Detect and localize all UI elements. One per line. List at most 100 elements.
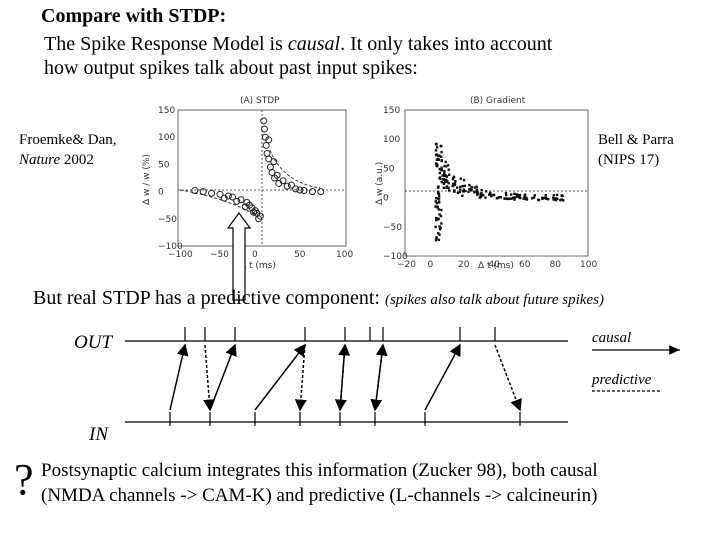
plot-b-point: [438, 171, 442, 175]
plot-b-point: [480, 188, 483, 192]
plot-b-title: (B) Gradient: [470, 96, 526, 106]
plot-b-xtick: 60: [519, 260, 531, 270]
plot-a-ytick: 100: [158, 133, 175, 143]
plot-b-point: [438, 225, 441, 228]
plot-b-point: [435, 196, 438, 200]
plot-b-point: [560, 198, 563, 201]
plot-b-xtick: 20: [458, 260, 470, 270]
plot-b-point: [519, 196, 522, 200]
note-line-2: (NMDA channels -> CAM-K) and predictive …: [41, 485, 598, 506]
plot-b-point: [552, 194, 556, 197]
plot-b-point: [454, 179, 457, 183]
plot-b-point: [468, 183, 471, 187]
plot-b-xlabel: Δ t (ms): [478, 261, 514, 271]
plot-b-point: [446, 164, 450, 167]
in-label: IN: [89, 424, 108, 445]
plot-b-point: [436, 205, 439, 208]
plot-b-point: [437, 217, 440, 221]
plot-b-point: [446, 180, 449, 183]
plot-b-xtick: 80: [550, 260, 562, 270]
plot-a-point-ltd: [191, 187, 199, 195]
plot-a-point-ltp: [308, 188, 316, 196]
plot-b-point: [517, 193, 521, 197]
predictive-arrow: [370, 344, 384, 412]
plot-b-point: [441, 174, 444, 177]
plot-a-xlabel: Δ t (ms): [240, 261, 276, 271]
plot-b-xtick: 40: [489, 260, 501, 270]
plot-b-point: [437, 154, 440, 157]
plot-a-point-ltd: [233, 197, 241, 205]
citation-right-authors: Bell & Parra: [598, 132, 674, 148]
plot-a-point-ltp: [317, 188, 325, 196]
plot-b-point: [544, 193, 547, 197]
plot-b-point: [434, 149, 438, 152]
plot-b-point: [435, 236, 438, 239]
plot-a-ltp-fit: [269, 149, 321, 189]
plot-b-point: [552, 197, 556, 200]
plot-b-point: [555, 197, 558, 200]
plot-a-point-ltd: [224, 192, 232, 200]
plot-b-point: [451, 184, 455, 188]
plot-a-point-ltd: [199, 188, 207, 196]
plot-b: (B) Gradient Δ t (ms) Δ w (a.u.) −20 0 20 4…: [375, 96, 597, 271]
plot-b-point: [447, 186, 450, 190]
plot-b-point: [437, 232, 440, 235]
plot-b-point: [546, 197, 550, 201]
plot-b-point: [532, 196, 536, 199]
plot-a-point-ltp: [262, 141, 270, 149]
plot-b-ytick: 50: [383, 164, 395, 174]
causal-arrow: [424, 343, 461, 411]
plot-a-point-ltp: [283, 182, 291, 190]
predictive-arrow: [203, 344, 216, 412]
plot-b-ytick: 150: [383, 106, 400, 116]
plot-b-point: [440, 166, 443, 169]
plot-b-point: [545, 197, 548, 201]
plot-b-point: [473, 190, 476, 194]
plot-b-point: [559, 198, 562, 202]
plot-b-point: [523, 193, 527, 196]
plot-b-point: [513, 196, 517, 199]
plot-b-point: [437, 201, 441, 204]
plot-b-point: [441, 178, 445, 181]
citation-right-venue: (NIPS 17): [598, 152, 660, 168]
plot-b-point: [556, 197, 559, 201]
plot-b-point: [438, 213, 441, 216]
citation-right: Bell & Parra (NIPS 17): [598, 130, 674, 170]
plot-b-point: [507, 197, 510, 201]
plot-b-point: [438, 227, 442, 231]
plot-b-point: [480, 192, 483, 195]
plot-b-point: [510, 197, 513, 200]
plot-b-point: [452, 175, 456, 179]
plot-a-ylabel: Δ w / w (%): [142, 154, 152, 205]
plot-a-ytick: 0: [158, 188, 164, 198]
legend-causal-label: causal: [592, 330, 632, 346]
plot-b-point: [488, 192, 492, 195]
plot-b-point: [453, 189, 456, 192]
plot-b-point: [444, 160, 447, 164]
plot-a-point-ltp: [292, 185, 300, 193]
intro-text-c: . It only takes into account: [340, 33, 553, 55]
causal-arrow: [169, 343, 189, 411]
note-line-1: Postsynaptic calcium integrates this inf…: [41, 460, 598, 481]
plot-b-ytick: 100: [383, 135, 400, 145]
plot-b-point: [515, 193, 518, 196]
plot-a-xtick: 100: [336, 250, 353, 260]
causal-arrow: [209, 343, 237, 411]
plot-a: (A) STDP Δ t (ms) Δ w / w (%) −100 −50 0 50…: [142, 96, 353, 271]
plot-b-point: [440, 150, 443, 154]
plot-b-point: [522, 197, 525, 200]
plot-b-point: [445, 175, 449, 178]
legend-predictive-label: predictive: [592, 372, 652, 388]
plot-b-point: [447, 181, 450, 185]
plot-b-point: [490, 195, 493, 198]
plot-b-point: [438, 167, 441, 171]
plot-b-point: [440, 222, 443, 225]
plot-b-point: [468, 187, 471, 191]
plot-b-point: [434, 142, 438, 146]
plot-b-point: [437, 238, 441, 242]
plot-a-point-ltd: [216, 190, 224, 198]
plot-b-point: [444, 165, 448, 168]
plot-b-point: [512, 196, 515, 200]
plot-b-point: [561, 194, 564, 198]
